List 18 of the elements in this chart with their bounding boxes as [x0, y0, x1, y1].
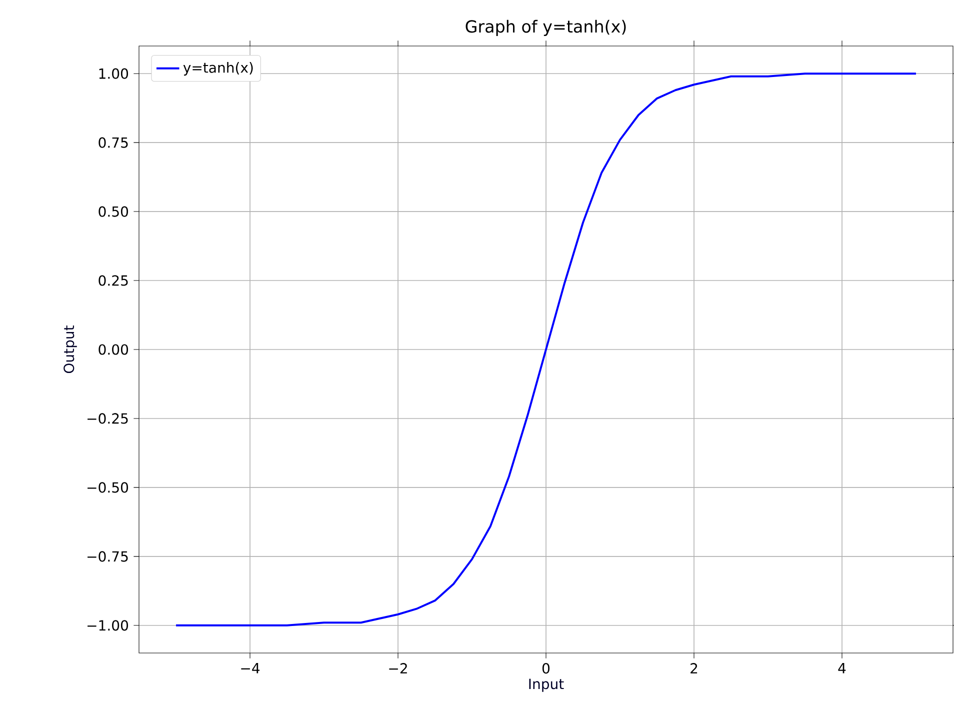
x-tick-label: 2: [690, 663, 698, 674]
x-tick-label: −4: [241, 663, 260, 674]
x-axis-title: Input: [529, 678, 564, 692]
x-tick-label: −2: [389, 663, 407, 674]
y-tick-label: −1.00: [88, 620, 128, 631]
y-tick-label: −0.75: [88, 551, 128, 562]
y-tick-label: −0.50: [88, 482, 128, 493]
y-tick-label: 0.00: [98, 344, 128, 355]
legend-label: y=tanh(x): [183, 62, 253, 76]
y-tick-label: 0.50: [98, 206, 128, 217]
x-tick-label: 0: [542, 663, 550, 674]
y-tick-label: −0.25: [88, 413, 128, 424]
y-axis-title: Output: [64, 326, 77, 374]
x-tick-label: 4: [838, 663, 846, 674]
y-tick-label: 1.00: [99, 68, 128, 79]
y-tick-label: 0.25: [98, 275, 128, 286]
y-tick-label: 0.75: [98, 137, 128, 148]
chart-title: Graph of y=tanh(x): [466, 20, 626, 36]
